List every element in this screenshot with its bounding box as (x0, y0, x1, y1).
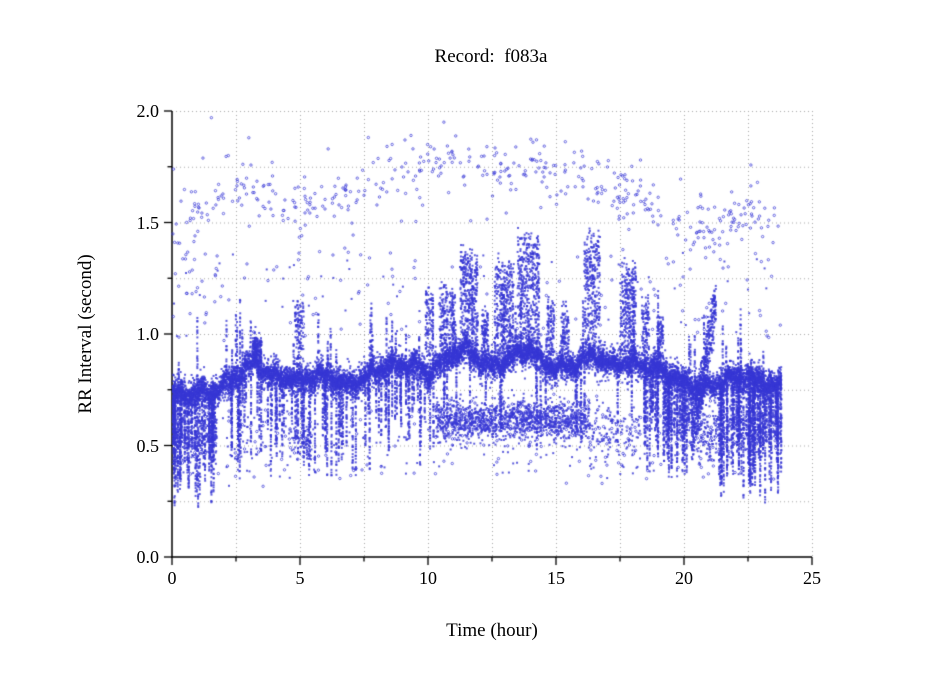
y-tick-label: 1.0 (136, 324, 160, 344)
x-tick-label: 5 (295, 568, 305, 588)
y-tick-label: 1.5 (136, 212, 160, 233)
x-tick-label: 15 (547, 568, 565, 588)
x-tick-label: 0 (167, 568, 177, 588)
y-axis-label: RR Interval (second) (75, 254, 96, 414)
x-tick-label: 20 (675, 568, 693, 588)
chart-title: Record: f083a (434, 46, 548, 67)
y-tick-label: 0.0 (136, 547, 160, 567)
x-tick-label: 10 (419, 568, 437, 588)
x-tick-label: 25 (803, 568, 821, 588)
x-axis-label: Time (hour) (446, 620, 538, 641)
y-tick-label: 2.0 (136, 101, 160, 121)
y-tick-label: 0.5 (136, 435, 160, 456)
